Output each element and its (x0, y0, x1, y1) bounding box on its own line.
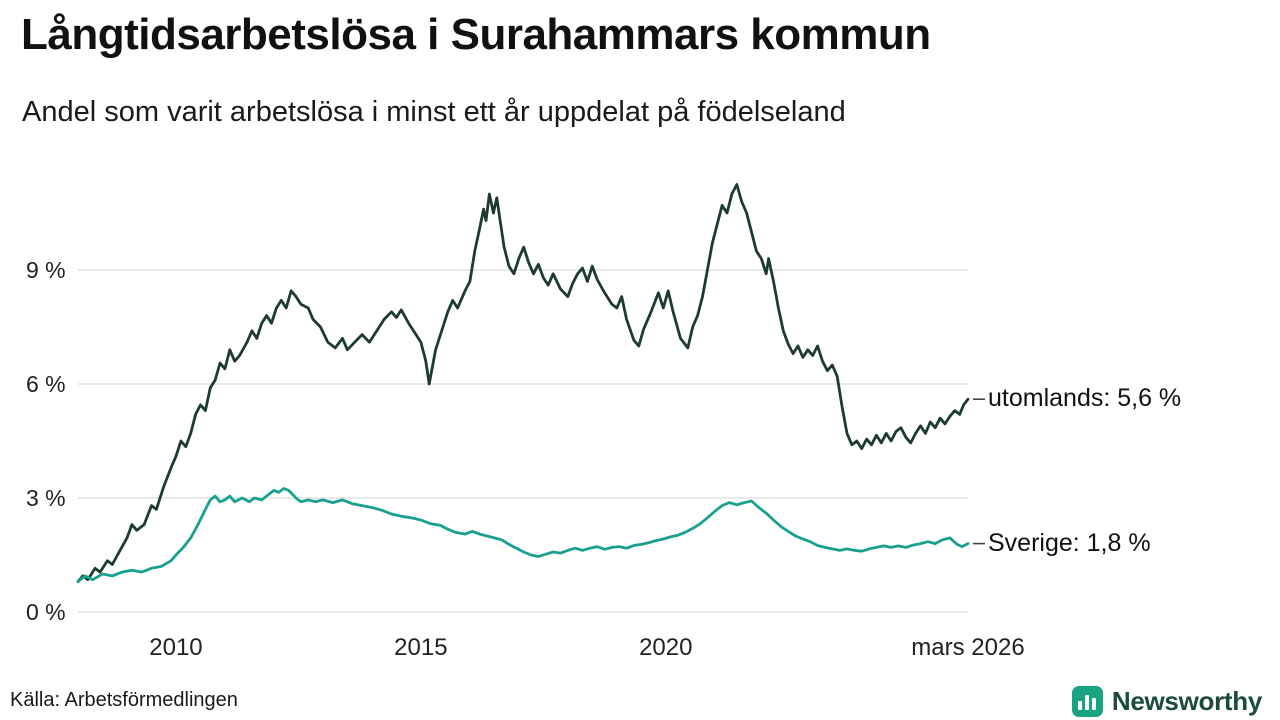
y-tick-label: 0 % (26, 599, 66, 625)
x-tick-label: 2020 (639, 634, 693, 661)
y-tick-label: 6 % (26, 371, 66, 397)
bar-chart-icon (1071, 686, 1103, 717)
x-tick-label: mars 2026 (911, 634, 1025, 661)
newsworthy-branding: Newsworthy (1071, 686, 1262, 717)
chart-subtitle: Andel som varit arbetslösa i minst ett å… (22, 96, 846, 128)
brand-name: Newsworthy (1111, 686, 1262, 716)
y-tick-label: 9 % (26, 257, 66, 283)
y-tick-label: 3 % (26, 485, 66, 511)
source-note: Källa: Arbetsförmedlingen (10, 689, 238, 711)
chart-title: Långtidsarbetslösa i Surahammars kommun (21, 10, 931, 59)
series-line-Sverige (76, 487, 970, 583)
series-end-label-sverige: Sverige: 1,8 % (988, 528, 1151, 557)
series-line-utomlands (76, 183, 970, 583)
series-end-label-utomlands: utomlands: 5,6 % (988, 384, 1182, 413)
x-tick-label: 2010 (149, 634, 203, 661)
x-tick-label: 2015 (394, 634, 448, 661)
